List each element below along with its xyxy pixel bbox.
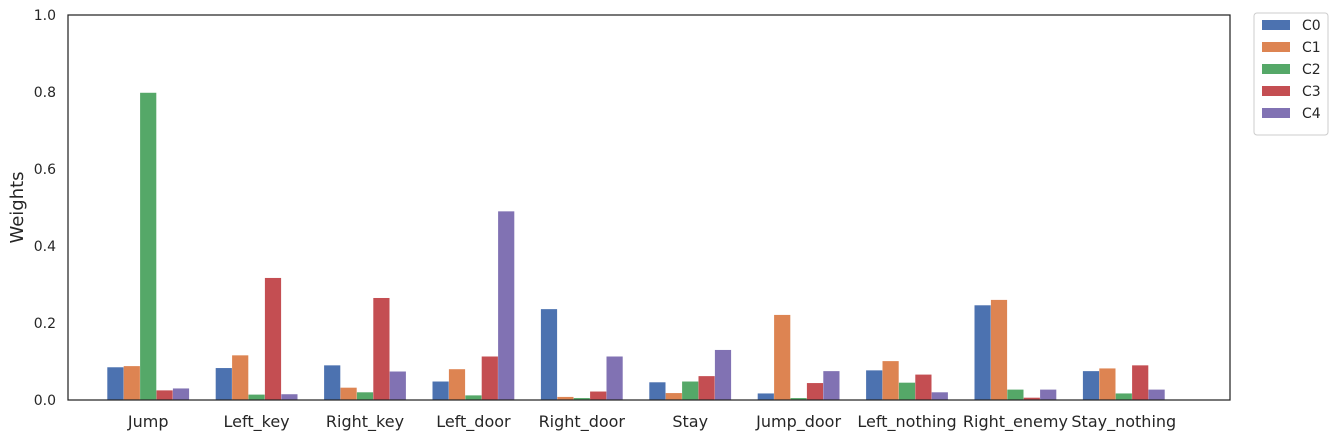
y-tick-label: 0.8: [34, 85, 56, 101]
bar-c3-right-key: [373, 297, 390, 400]
bar-c2-right-key: [356, 392, 374, 400]
y-tick-label: 0.2: [34, 316, 56, 332]
legend-label-c3: C3: [1302, 84, 1321, 100]
bar-c3-right-door: [590, 391, 607, 400]
bar-c0-stay: [649, 382, 666, 400]
x-tick-label: Jump_door: [755, 412, 841, 432]
legend-label-c0: C0: [1302, 18, 1321, 34]
bar-c3-left-door: [481, 356, 498, 400]
bar-c2-left-nothing: [898, 382, 916, 400]
bar-c1-stay: [665, 393, 682, 400]
bar-c3-right-enemy: [1023, 397, 1040, 400]
legend-swatch-c2: [1262, 64, 1290, 74]
x-tick-label: Left_door: [436, 412, 511, 432]
x-tick-label: Stay_nothing: [1071, 412, 1176, 432]
bar-c3-jump: [156, 390, 173, 401]
legend-label-c4: C4: [1302, 106, 1321, 122]
legend-label-c1: C1: [1302, 40, 1321, 56]
bar-c2-jump: [140, 92, 157, 401]
bar-c2-stay: [682, 381, 699, 400]
y-tick-label: 0.0: [34, 393, 56, 409]
y-tick-label: 1.0: [34, 8, 56, 24]
bar-c1-left-key: [232, 355, 249, 400]
bar-c0-left-door: [432, 381, 449, 400]
bar-c2-jump-door: [790, 398, 807, 400]
bar-c2-right-enemy: [1007, 389, 1024, 400]
bar-c1-right-key: [340, 387, 357, 400]
bar-c4-right-door: [606, 356, 623, 400]
bar-c1-jump: [123, 366, 140, 400]
bar-c2-stay-nothing: [1115, 393, 1132, 400]
x-tick-label: Jump: [127, 412, 169, 431]
x-tick-label: Right_key: [326, 412, 404, 432]
bar-c0-right-enemy: [974, 305, 991, 400]
x-tick-label: Right_door: [539, 412, 626, 432]
bar-c4-jump: [172, 388, 190, 400]
bar-c0-jump-door: [757, 393, 774, 400]
bar-c4-left-door: [498, 211, 515, 400]
bar-c4-right-key: [389, 371, 406, 400]
bar-c1-jump-door: [774, 314, 791, 400]
bar-c2-left-door: [465, 395, 482, 400]
y-tick-label: 0.6: [34, 162, 56, 178]
bar-c1-stay-nothing: [1099, 368, 1116, 400]
bar-c3-left-key: [264, 277, 282, 400]
x-tick-label: Left_key: [224, 412, 290, 432]
bars-group: [107, 92, 1165, 401]
bar-c0-left-key: [215, 368, 232, 400]
bar-c3-stay: [698, 376, 715, 400]
bar-c1-right-door: [557, 396, 574, 400]
bar-c4-left-nothing: [931, 392, 948, 400]
legend-swatch-c0: [1262, 20, 1290, 30]
bar-c4-left-key: [281, 394, 298, 400]
legend-swatch-c3: [1262, 86, 1290, 96]
bar-c1-left-door: [448, 369, 466, 400]
x-tick-label: Left_nothing: [857, 412, 956, 432]
bar-c3-stay-nothing: [1132, 365, 1149, 400]
y-axis-ticks: 0.0 0.2 0.4 0.6 0.8 1.0: [34, 8, 56, 409]
bar-c1-left-nothing: [882, 361, 899, 400]
bar-c0-jump: [107, 367, 124, 400]
legend: C0 C1 C2 C3 C4: [1253, 12, 1329, 136]
bar-c0-stay-nothing: [1082, 371, 1100, 401]
bar-c0-right-key: [324, 365, 341, 400]
bar-c2-left-key: [248, 394, 265, 400]
bar-c3-left-nothing: [915, 374, 932, 400]
bar-c0-left-nothing: [866, 370, 883, 400]
bar-c4-stay-nothing: [1148, 389, 1165, 400]
bar-c1-right-enemy: [990, 299, 1008, 400]
legend-label-c2: C2: [1302, 62, 1321, 78]
x-tick-label: Stay: [672, 412, 708, 431]
bar-c4-stay: [714, 349, 732, 400]
bar-c4-right-enemy: [1040, 389, 1057, 400]
y-axis-label: Weights: [7, 171, 28, 243]
bar-c4-jump-door: [823, 371, 840, 401]
legend-swatch-c1: [1262, 42, 1290, 52]
plot-frame: [67, 14, 1231, 401]
bar-c3-jump-door: [806, 383, 824, 400]
x-tick-label: Right_enemy: [963, 412, 1068, 432]
bar-c2-right-door: [573, 398, 590, 400]
x-axis-ticks: Jump Left_key Right_key Left_door Right_door…: [127, 412, 1176, 432]
legend-swatch-c4: [1262, 108, 1290, 118]
y-tick-label: 0.4: [34, 239, 56, 255]
bar-c0-right-door: [540, 309, 558, 400]
